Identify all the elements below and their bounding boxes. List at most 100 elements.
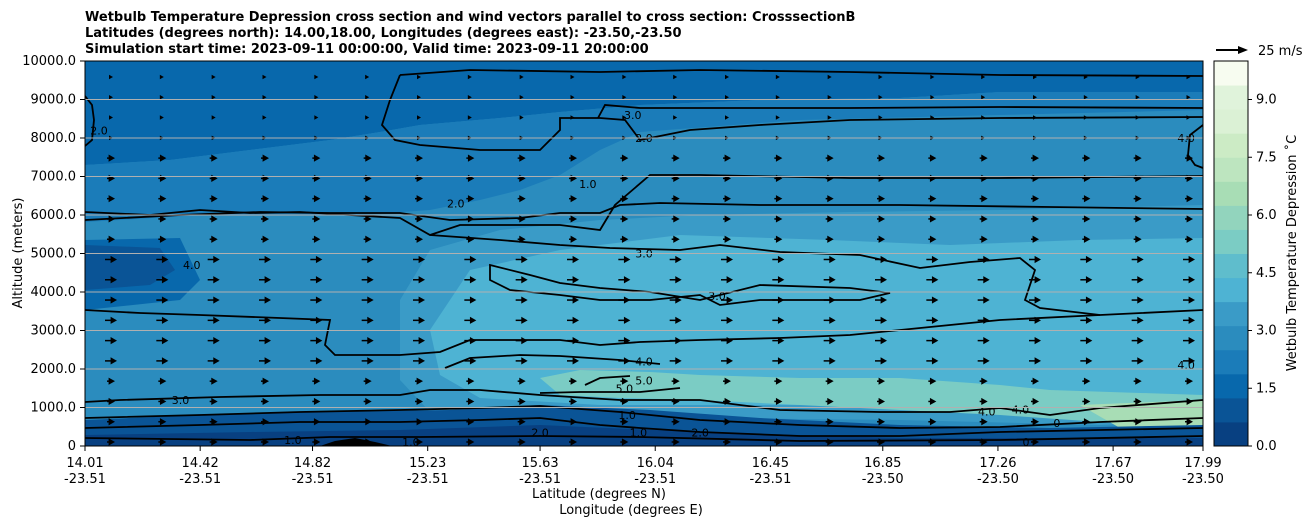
wind-vector [618,276,631,284]
wind-vector [721,276,733,284]
wind-vector [1029,316,1041,324]
contour-label: 2.0 [447,197,465,210]
terrain-bump [320,438,392,446]
wind-vector [1131,316,1144,324]
wind-vector [415,154,423,162]
wind-vector [774,377,783,385]
wind-vector [209,235,218,243]
colorbar-label: Wetbulb Temperature Depression ˚C [1284,135,1300,372]
wind-vector [774,235,783,243]
wind-vector [211,115,216,120]
wind-vector [569,377,577,385]
contour-label: 4.0 [1177,359,1195,372]
wind-vector [774,418,783,426]
wind-vector [413,316,425,324]
wind-vector [1133,377,1142,385]
wind-vector [158,397,167,406]
wind-vector [467,95,472,100]
wind-vector [466,377,475,385]
wind-vector [725,74,729,80]
wind-vector [620,235,629,243]
wind-vector [825,154,834,162]
wind-vector [517,235,526,243]
wind-vector [363,215,372,223]
y-tick-label: 10000.0 [22,54,76,69]
wind-vector [721,316,733,324]
wind-vector [926,316,939,324]
wind-vector [977,337,990,345]
wind-vector [977,276,990,284]
y-tick-label: 6000.0 [31,208,77,223]
wind-vector [981,95,986,100]
wind-vector [156,276,169,284]
wind-vector [314,95,319,100]
colorbar-segment [1214,397,1248,423]
colorbar-tick-label: 7.5 [1256,150,1277,165]
wind-vector [1083,95,1088,100]
wind-vector [415,418,423,426]
x-tick-label-lat: 17.26 [979,456,1016,471]
wind-vector [669,337,682,345]
wind-vector [1183,357,1195,365]
wind-vector [415,438,423,446]
wind-vector [314,115,319,120]
wind-vector [977,357,990,365]
contour-line-3-upper [597,104,1203,119]
wind-vector [413,296,425,304]
wind-vector [464,255,477,264]
wind-vector [721,255,733,264]
wind-vector [673,95,678,100]
contour-line-right-edge [1187,124,1203,169]
wind-vector [1082,154,1091,162]
wind-vector [877,215,885,223]
chart-title-line-3: Simulation start time: 2023-09-11 00:00:… [85,42,649,57]
x-tick-label-lat: 17.99 [1184,456,1221,471]
colorbar-tick-label: 3.0 [1256,324,1277,339]
wind-vector [1135,95,1140,100]
wind-vector [669,357,682,365]
contour-line-1-lower [85,405,1203,429]
wind-vector [1031,235,1039,243]
wind-vector [723,215,731,223]
wind-vector [363,195,372,203]
wind-vector [1185,397,1193,406]
wind-vector [774,215,783,223]
x-tick-label-lon: -23.50 [977,472,1019,487]
wind-vector [107,195,115,203]
wind-vector [156,296,169,304]
wind-vector [977,316,990,324]
wind-vector [261,377,269,385]
wind-vector [107,397,115,406]
contour-label: 2.0 [691,427,709,440]
wind-vector [877,377,885,385]
wind-vector [620,397,629,406]
wind-vector [977,255,990,264]
wind-vector [464,296,477,304]
wind-vector [570,95,575,100]
wind-vector [259,276,271,284]
wind-vector [515,276,528,284]
wind-vector [774,154,783,162]
x-tick-label-lat: 14.82 [294,456,331,471]
wind-vector [261,195,269,203]
wind-vector [105,337,117,345]
colorbar-tick-label: 1.5 [1256,381,1277,396]
x-tick-label-lon: -23.51 [179,472,221,487]
wind-vector [107,438,115,446]
wind-vector [1082,438,1091,446]
wind-vector [365,74,370,80]
wind-vector [363,418,372,426]
wind-vector [209,195,218,203]
wind-vector [158,418,167,426]
colorbar-segment [1214,325,1248,351]
wind-vector [517,154,526,162]
wind-vector [620,195,629,203]
wind-vector [261,397,269,406]
wind-vector [930,115,935,120]
wind-vector [365,115,370,120]
contour-label: 3.0 [624,109,642,122]
wind-vector [1031,397,1039,406]
wind-vector [979,397,988,406]
wind-vector [1185,418,1193,426]
wind-vector [1029,296,1041,304]
